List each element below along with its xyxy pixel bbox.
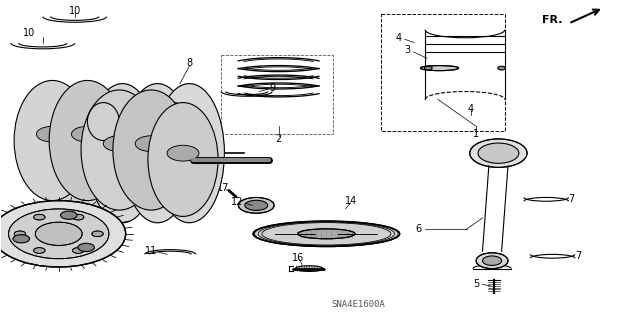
Circle shape <box>78 243 95 252</box>
Circle shape <box>14 231 26 237</box>
Text: 17: 17 <box>217 183 229 193</box>
Circle shape <box>72 126 103 142</box>
Ellipse shape <box>125 103 157 141</box>
Circle shape <box>483 256 502 265</box>
Text: 4: 4 <box>396 33 401 43</box>
Circle shape <box>72 214 84 220</box>
Ellipse shape <box>88 103 119 141</box>
Ellipse shape <box>298 229 355 239</box>
Circle shape <box>470 139 527 167</box>
Circle shape <box>36 126 68 142</box>
Ellipse shape <box>420 66 459 70</box>
Text: FR.: FR. <box>541 15 562 26</box>
Text: 15: 15 <box>35 178 48 188</box>
Ellipse shape <box>113 90 189 210</box>
Circle shape <box>8 209 109 259</box>
Text: 15: 15 <box>78 250 90 260</box>
Text: 4: 4 <box>468 104 474 114</box>
Text: 5: 5 <box>473 279 479 289</box>
Text: 7: 7 <box>575 251 581 261</box>
Ellipse shape <box>239 197 274 213</box>
Circle shape <box>476 253 508 269</box>
Ellipse shape <box>253 221 399 247</box>
Text: 9: 9 <box>269 83 275 93</box>
Text: 12: 12 <box>231 197 243 207</box>
Ellipse shape <box>148 103 218 216</box>
Bar <box>381 14 505 131</box>
Circle shape <box>35 222 82 245</box>
Circle shape <box>0 201 125 267</box>
Text: 3: 3 <box>404 45 410 56</box>
Circle shape <box>424 66 432 70</box>
Text: 2: 2 <box>275 134 282 144</box>
Circle shape <box>13 235 29 243</box>
Text: 14: 14 <box>344 196 356 206</box>
Ellipse shape <box>157 103 189 141</box>
Circle shape <box>478 143 519 163</box>
Circle shape <box>498 66 506 70</box>
Circle shape <box>92 231 103 237</box>
Ellipse shape <box>295 266 323 271</box>
Circle shape <box>72 248 84 253</box>
Text: SNA4E1600A: SNA4E1600A <box>332 300 385 309</box>
Text: 13: 13 <box>94 229 106 239</box>
Ellipse shape <box>88 84 157 223</box>
Text: 16: 16 <box>292 253 304 263</box>
Circle shape <box>135 136 167 152</box>
Text: 7: 7 <box>568 194 575 204</box>
Text: 1: 1 <box>473 129 479 139</box>
Text: 8: 8 <box>186 58 193 68</box>
Text: 6: 6 <box>416 224 422 234</box>
Ellipse shape <box>122 84 193 223</box>
Circle shape <box>103 136 135 152</box>
Bar <box>221 55 333 134</box>
Text: 10: 10 <box>68 6 81 16</box>
Ellipse shape <box>154 84 225 223</box>
Circle shape <box>61 211 77 219</box>
Circle shape <box>34 214 45 220</box>
Ellipse shape <box>49 84 119 223</box>
Circle shape <box>34 248 45 253</box>
Ellipse shape <box>245 200 268 211</box>
Ellipse shape <box>49 80 125 201</box>
Text: 10: 10 <box>23 28 36 38</box>
Ellipse shape <box>81 90 157 210</box>
Ellipse shape <box>14 80 91 201</box>
Circle shape <box>167 145 199 161</box>
Text: 11: 11 <box>145 246 157 256</box>
Text: 15: 15 <box>36 226 49 236</box>
